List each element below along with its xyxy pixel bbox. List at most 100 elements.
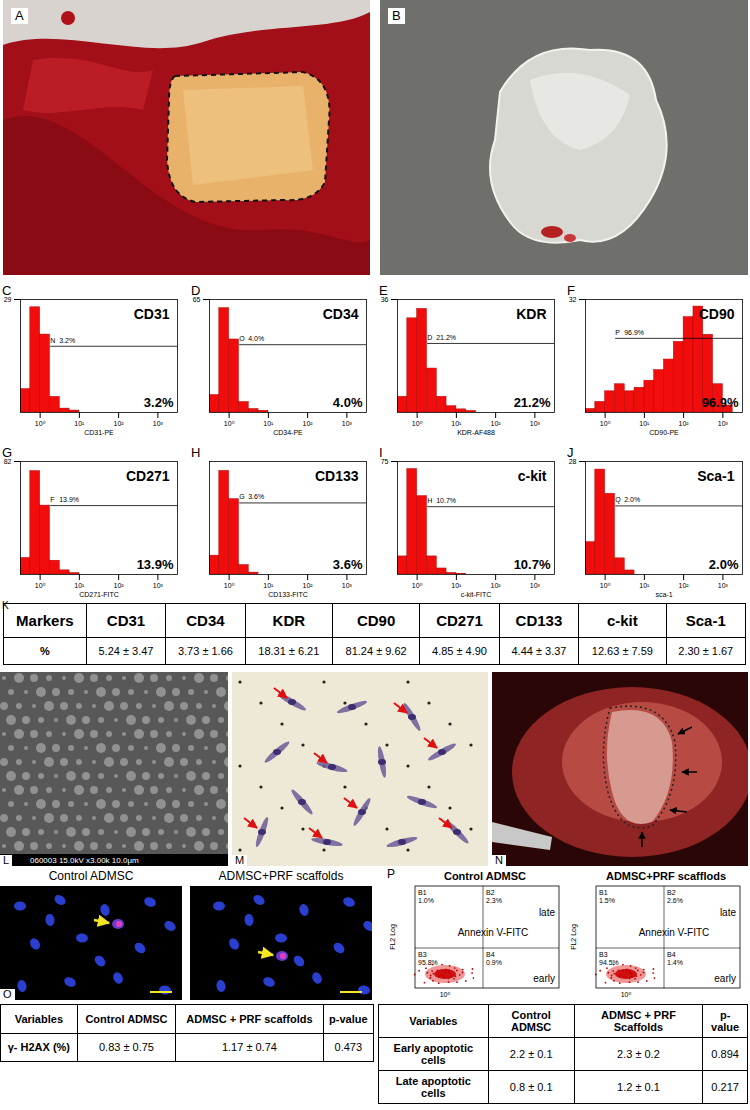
svg-text:3.6%: 3.6% <box>333 557 363 572</box>
svg-text:early: early <box>533 973 555 984</box>
svg-text:94.5%: 94.5% <box>599 959 619 966</box>
svg-text:N: N <box>50 336 55 343</box>
svg-text:sca-1: sca-1 <box>655 591 672 598</box>
svg-text:10⁰: 10⁰ <box>600 420 611 427</box>
svg-text:KDR-AF488: KDR-AF488 <box>457 429 495 436</box>
svg-text:10³: 10³ <box>718 582 729 589</box>
svg-text:10.7%: 10.7% <box>436 497 456 504</box>
svg-text:2.6%: 2.6% <box>667 897 683 904</box>
svg-text:B1: B1 <box>418 889 427 896</box>
svg-text:late: late <box>720 907 737 918</box>
svg-text:2.3%: 2.3% <box>486 897 502 904</box>
svg-text:CD34-PE: CD34-PE <box>273 429 303 436</box>
svg-text:Q: Q <box>615 496 621 504</box>
svg-text:Sca-1: Sca-1 <box>697 468 735 484</box>
svg-text:B1: B1 <box>599 889 608 896</box>
svg-text:10⁰: 10⁰ <box>600 582 611 589</box>
svg-text:10⁰: 10⁰ <box>224 420 235 427</box>
svg-text:CD271: CD271 <box>126 468 170 484</box>
svg-text:B4: B4 <box>486 951 495 958</box>
svg-text:2.0%: 2.0% <box>709 557 739 572</box>
svg-text:21.2%: 21.2% <box>436 334 456 341</box>
svg-text:10²: 10² <box>491 582 502 589</box>
svg-text:FL2 Log: FL2 Log <box>570 924 578 950</box>
svg-text:G: G <box>239 493 244 500</box>
svg-text:late: late <box>539 907 556 918</box>
svg-text:B2: B2 <box>486 889 495 896</box>
svg-text:10³: 10³ <box>153 420 164 427</box>
svg-text:10⁰: 10⁰ <box>440 991 451 998</box>
svg-text:ADMSC+PRF scafflods: ADMSC+PRF scafflods <box>606 870 726 882</box>
svg-text:10¹: 10¹ <box>451 420 462 427</box>
svg-text:10³: 10³ <box>718 420 729 427</box>
svg-text:2.0%: 2.0% <box>624 496 640 503</box>
svg-text:10¹: 10¹ <box>263 420 274 427</box>
svg-text:21.2%: 21.2% <box>514 395 551 410</box>
svg-text:10³: 10³ <box>153 582 164 589</box>
svg-text:c-kit-FITC: c-kit-FITC <box>461 591 492 598</box>
svg-text:10²: 10² <box>491 420 502 427</box>
svg-text:10⁰: 10⁰ <box>621 991 632 998</box>
svg-text:CD31: CD31 <box>134 306 170 322</box>
svg-text:10¹: 10¹ <box>451 582 462 589</box>
svg-text:13.9%: 13.9% <box>59 496 79 503</box>
svg-text:CD90: CD90 <box>699 306 735 322</box>
svg-text:CD90-PE: CD90-PE <box>649 429 679 436</box>
svg-text:10²: 10² <box>679 420 690 427</box>
svg-text:10³: 10³ <box>530 582 541 589</box>
svg-text:1.5%: 1.5% <box>599 897 615 904</box>
svg-text:4.0%: 4.0% <box>333 395 363 410</box>
svg-text:060003 15.0kV x3.00k 10.0µm: 060003 15.0kV x3.00k 10.0µm <box>30 856 139 865</box>
svg-text:1.0%: 1.0% <box>418 897 434 904</box>
svg-text:H: H <box>427 497 432 504</box>
svg-text:10²: 10² <box>679 582 690 589</box>
svg-text:10¹: 10¹ <box>263 582 274 589</box>
svg-text:10⁰: 10⁰ <box>412 582 423 589</box>
svg-text:96.9%: 96.9% <box>624 329 644 336</box>
svg-text:10⁰: 10⁰ <box>35 582 46 589</box>
svg-text:KDR: KDR <box>516 306 546 322</box>
svg-text:0.9%: 0.9% <box>486 959 502 966</box>
svg-text:10³: 10³ <box>530 420 541 427</box>
svg-text:B3: B3 <box>599 951 608 958</box>
svg-text:B4: B4 <box>667 951 676 958</box>
svg-text:3.2%: 3.2% <box>144 395 174 410</box>
svg-text:10⁰: 10⁰ <box>35 420 46 427</box>
svg-text:CD31-PE: CD31-PE <box>84 429 114 436</box>
svg-text:10²: 10² <box>114 420 125 427</box>
svg-text:B3: B3 <box>418 951 427 958</box>
svg-text:Annexin V-FITC: Annexin V-FITC <box>639 927 710 938</box>
svg-text:O: O <box>239 335 245 342</box>
svg-text:10²: 10² <box>303 420 314 427</box>
svg-text:3.6%: 3.6% <box>248 493 264 500</box>
svg-text:95.8%: 95.8% <box>418 959 438 966</box>
svg-text:10.7%: 10.7% <box>514 557 551 572</box>
svg-text:CD271-FITC: CD271-FITC <box>79 591 119 598</box>
svg-text:10²: 10² <box>114 582 125 589</box>
svg-text:D: D <box>427 334 432 341</box>
svg-text:10⁰: 10⁰ <box>412 420 423 427</box>
svg-text:10¹: 10¹ <box>639 420 650 427</box>
svg-text:1.4%: 1.4% <box>667 959 683 966</box>
svg-text:B2: B2 <box>667 889 676 896</box>
svg-text:Annexin V-FITC: Annexin V-FITC <box>458 927 529 938</box>
svg-text:F: F <box>50 496 54 503</box>
svg-text:c-kit: c-kit <box>518 468 547 484</box>
svg-text:CD133-FITC: CD133-FITC <box>268 591 308 598</box>
svg-text:10¹: 10¹ <box>74 582 85 589</box>
svg-text:10²: 10² <box>303 582 314 589</box>
svg-text:10¹: 10¹ <box>639 582 650 589</box>
svg-text:FL2 Log: FL2 Log <box>389 924 397 950</box>
svg-text:10³: 10³ <box>342 582 353 589</box>
svg-text:3.2%: 3.2% <box>59 336 75 343</box>
svg-text:P: P <box>615 329 620 336</box>
svg-text:96.9%: 96.9% <box>702 395 739 410</box>
svg-text:13.9%: 13.9% <box>137 557 174 572</box>
svg-text:Control ADMSC: Control ADMSC <box>444 870 526 882</box>
svg-text:10¹: 10¹ <box>74 420 85 427</box>
svg-text:10⁰: 10⁰ <box>224 582 235 589</box>
svg-text:CD133: CD133 <box>315 468 359 484</box>
svg-text:CD34: CD34 <box>323 306 359 322</box>
svg-text:early: early <box>714 973 736 984</box>
svg-text:10³: 10³ <box>342 420 353 427</box>
